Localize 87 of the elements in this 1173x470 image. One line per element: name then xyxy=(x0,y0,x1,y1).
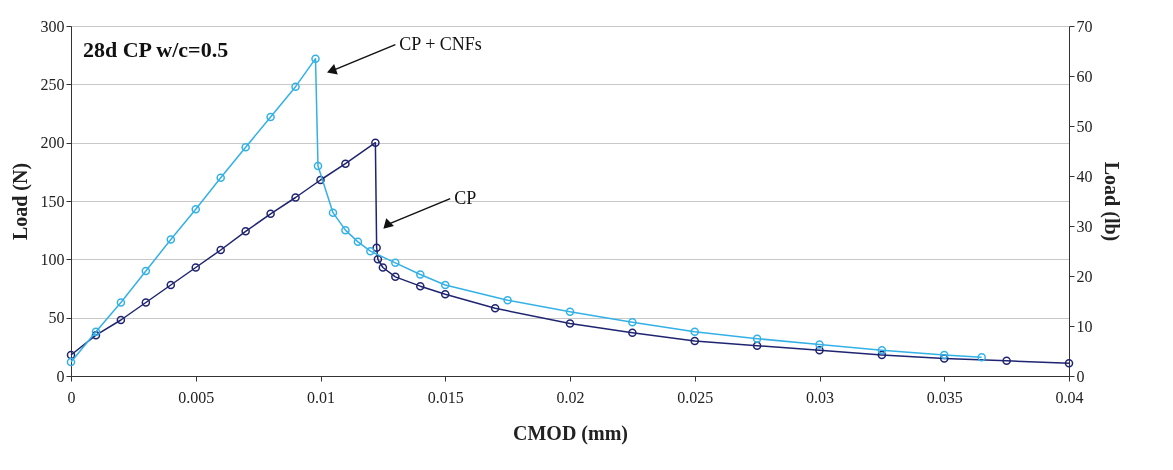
point xyxy=(216,173,225,182)
point xyxy=(503,295,512,305)
point xyxy=(977,353,986,362)
x-tick-label: 0.01 xyxy=(307,388,335,406)
y2-tick-label: 70 xyxy=(1076,17,1093,35)
x-tick-label: 0.04 xyxy=(1055,388,1084,406)
point xyxy=(565,319,575,328)
x-axis-title: CMOD (mm) xyxy=(513,421,628,445)
y2-tick-label: 60 xyxy=(1076,67,1093,85)
point xyxy=(311,54,320,63)
y-tick-label: 0 xyxy=(56,367,65,385)
point xyxy=(440,280,450,290)
point xyxy=(116,315,126,325)
point xyxy=(328,208,338,217)
point xyxy=(1064,358,1074,368)
point xyxy=(378,263,388,272)
point xyxy=(752,334,762,343)
point xyxy=(391,272,400,282)
point xyxy=(565,307,575,317)
point xyxy=(141,298,151,307)
point xyxy=(628,328,637,338)
point xyxy=(1002,356,1011,366)
point xyxy=(373,255,383,264)
x-tick-label: 0.005 xyxy=(178,388,215,406)
point xyxy=(91,327,101,336)
point xyxy=(191,263,201,272)
y2-tick-label: 30 xyxy=(1076,217,1093,235)
point xyxy=(341,225,350,235)
point xyxy=(266,112,275,122)
point xyxy=(341,159,350,168)
point xyxy=(313,161,323,171)
point xyxy=(353,237,363,247)
point xyxy=(877,346,887,355)
y-tick-label: 300 xyxy=(40,17,65,35)
y2-axis-title: Load (lb) xyxy=(1099,161,1123,242)
point xyxy=(266,209,275,219)
point xyxy=(690,327,700,336)
point xyxy=(291,82,300,91)
x-tick-label: 0.015 xyxy=(427,388,464,406)
point xyxy=(166,280,176,290)
point xyxy=(690,336,700,346)
point xyxy=(416,281,425,291)
y-tick-label: 200 xyxy=(40,134,65,152)
point xyxy=(66,357,76,367)
annotation: CP xyxy=(454,187,477,208)
point xyxy=(366,246,375,256)
point xyxy=(752,341,762,350)
y2-tick-label: 10 xyxy=(1076,317,1093,335)
x-tick-label: 0 xyxy=(67,388,76,406)
y2-tick-label: 20 xyxy=(1076,267,1093,285)
point xyxy=(316,175,325,185)
point xyxy=(877,350,887,360)
annotation: 28d CP w/c=0.5 xyxy=(83,37,229,62)
x-tick-label: 0.025 xyxy=(677,388,714,406)
y-tick-label: 250 xyxy=(40,75,65,93)
point xyxy=(291,193,300,202)
point xyxy=(815,340,824,349)
point xyxy=(440,290,450,299)
point xyxy=(241,143,250,152)
annotation: CP + CNFs xyxy=(399,33,482,54)
point xyxy=(166,235,176,244)
point xyxy=(116,298,126,307)
y-tick-label: 100 xyxy=(40,250,65,268)
point xyxy=(91,330,101,340)
y-tick-label: 50 xyxy=(48,309,65,327)
point xyxy=(416,270,425,279)
point xyxy=(371,138,380,147)
y2-tick-label: 50 xyxy=(1076,117,1093,135)
point xyxy=(391,258,400,268)
point xyxy=(191,204,201,214)
point xyxy=(141,266,151,276)
x-tick-label: 0.03 xyxy=(806,388,834,406)
point xyxy=(372,243,381,252)
y-axis-title: Load (N) xyxy=(8,162,32,241)
point xyxy=(628,318,637,327)
point xyxy=(815,346,824,355)
point xyxy=(490,304,500,313)
point xyxy=(241,227,250,236)
point xyxy=(939,350,949,360)
x-tick-label: 0.02 xyxy=(556,388,585,406)
point xyxy=(216,245,225,255)
point xyxy=(66,350,76,360)
x-tick-label: 0.035 xyxy=(926,388,963,406)
point xyxy=(939,354,949,363)
y-tick-label: 150 xyxy=(40,192,65,210)
y2-tick-label: 40 xyxy=(1076,167,1093,185)
y2-tick-label: 0 xyxy=(1076,367,1085,385)
